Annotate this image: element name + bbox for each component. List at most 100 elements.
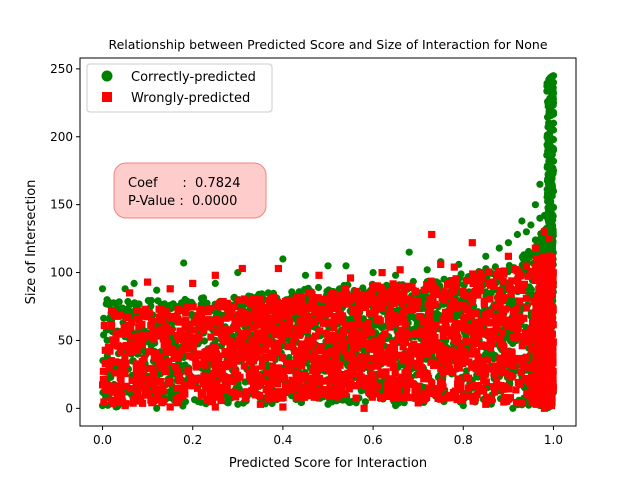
point-wrong xyxy=(253,382,262,390)
point-wrong xyxy=(471,273,479,281)
point-wrong xyxy=(309,367,317,375)
point-wrong xyxy=(330,369,338,377)
point-wrong xyxy=(356,371,364,379)
point-wrong xyxy=(464,325,472,333)
point-wrong xyxy=(532,268,540,276)
point-wrong xyxy=(501,384,509,392)
point-wrong xyxy=(506,394,514,402)
point-wrong xyxy=(334,367,342,375)
point-wrong xyxy=(287,363,295,371)
point-wrong xyxy=(442,327,450,335)
point-wrong xyxy=(336,361,344,369)
point-correct xyxy=(544,123,552,131)
point-wrong xyxy=(129,399,137,407)
point-wrong xyxy=(219,383,227,392)
point-wrong xyxy=(346,296,354,305)
point-wrong xyxy=(135,323,143,331)
point-wrong xyxy=(269,371,277,379)
point-wrong xyxy=(127,333,135,341)
point-wrong xyxy=(324,337,332,345)
point-wrong xyxy=(164,338,172,347)
point-wrong xyxy=(548,316,556,324)
point-wrong xyxy=(451,324,459,332)
point-wrong xyxy=(314,304,322,313)
point-wrong xyxy=(453,361,461,369)
point-wrong xyxy=(493,312,501,321)
point-correct xyxy=(301,271,310,279)
point-correct xyxy=(369,269,377,277)
point-wrong xyxy=(133,388,142,396)
point-wrong xyxy=(366,309,374,317)
point-wrong xyxy=(174,305,183,313)
point-wrong xyxy=(377,285,385,293)
point-correct xyxy=(288,392,296,400)
point-wrong xyxy=(539,315,547,323)
point-wrong xyxy=(500,294,508,302)
point-wrong xyxy=(416,312,424,321)
point-wrong xyxy=(256,400,264,408)
point-wrong xyxy=(371,336,379,344)
point-wrong xyxy=(357,352,365,360)
point-wrong xyxy=(399,299,407,308)
point-wrong xyxy=(299,306,307,314)
point-wrong xyxy=(496,354,504,362)
point-wrong xyxy=(520,362,528,370)
point-wrong xyxy=(108,388,116,396)
point-wrong xyxy=(269,366,278,374)
point-wrong xyxy=(453,304,461,313)
point-wrong xyxy=(452,275,460,283)
point-correct xyxy=(98,285,107,293)
point-wrong xyxy=(140,354,148,362)
point-wrong xyxy=(426,347,434,355)
point-wrong xyxy=(178,307,186,315)
point-wrong xyxy=(103,380,111,389)
point-wrong xyxy=(223,382,231,390)
point-wrong xyxy=(115,384,123,392)
point-wrong xyxy=(126,385,134,393)
point-wrong xyxy=(251,391,259,399)
point-wrong xyxy=(491,318,499,326)
annotation-pvalue: P-Value : 0.0000 xyxy=(128,194,237,209)
point-wrong xyxy=(152,395,160,403)
point-correct xyxy=(536,214,544,222)
point-wrong xyxy=(166,377,174,385)
point-wrong xyxy=(274,264,282,273)
point-wrong xyxy=(194,384,202,392)
point-wrong xyxy=(524,363,533,371)
point-wrong xyxy=(479,386,488,395)
point-wrong xyxy=(264,395,272,403)
point-wrong xyxy=(332,342,340,350)
point-wrong xyxy=(243,388,251,396)
point-wrong xyxy=(255,391,264,399)
point-wrong xyxy=(459,359,467,367)
point-wrong xyxy=(248,356,256,365)
point-wrong xyxy=(532,337,540,345)
y-tick-label: 250 xyxy=(50,62,73,76)
point-wrong xyxy=(389,376,397,384)
point-wrong xyxy=(239,342,247,350)
point-wrong xyxy=(536,283,544,291)
point-wrong xyxy=(129,342,137,350)
point-wrong xyxy=(549,269,557,277)
point-wrong xyxy=(175,372,184,380)
point-wrong xyxy=(238,264,246,273)
point-wrong xyxy=(480,297,488,305)
point-wrong xyxy=(464,305,472,313)
point-wrong xyxy=(183,382,191,390)
point-wrong xyxy=(112,330,120,338)
point-wrong xyxy=(132,394,140,402)
point-wrong xyxy=(186,322,194,330)
point-wrong xyxy=(330,376,338,384)
point-wrong xyxy=(159,382,167,390)
point-correct xyxy=(549,167,558,175)
legend-marker-wrong xyxy=(102,92,112,102)
y-tick-label: 150 xyxy=(50,198,73,212)
point-wrong xyxy=(204,308,212,316)
point-correct xyxy=(549,187,558,195)
point-wrong xyxy=(349,321,358,329)
point-correct xyxy=(130,279,138,287)
point-wrong xyxy=(473,348,481,356)
legend-box xyxy=(86,63,273,113)
point-wrong xyxy=(232,368,240,376)
point-wrong xyxy=(189,279,197,287)
